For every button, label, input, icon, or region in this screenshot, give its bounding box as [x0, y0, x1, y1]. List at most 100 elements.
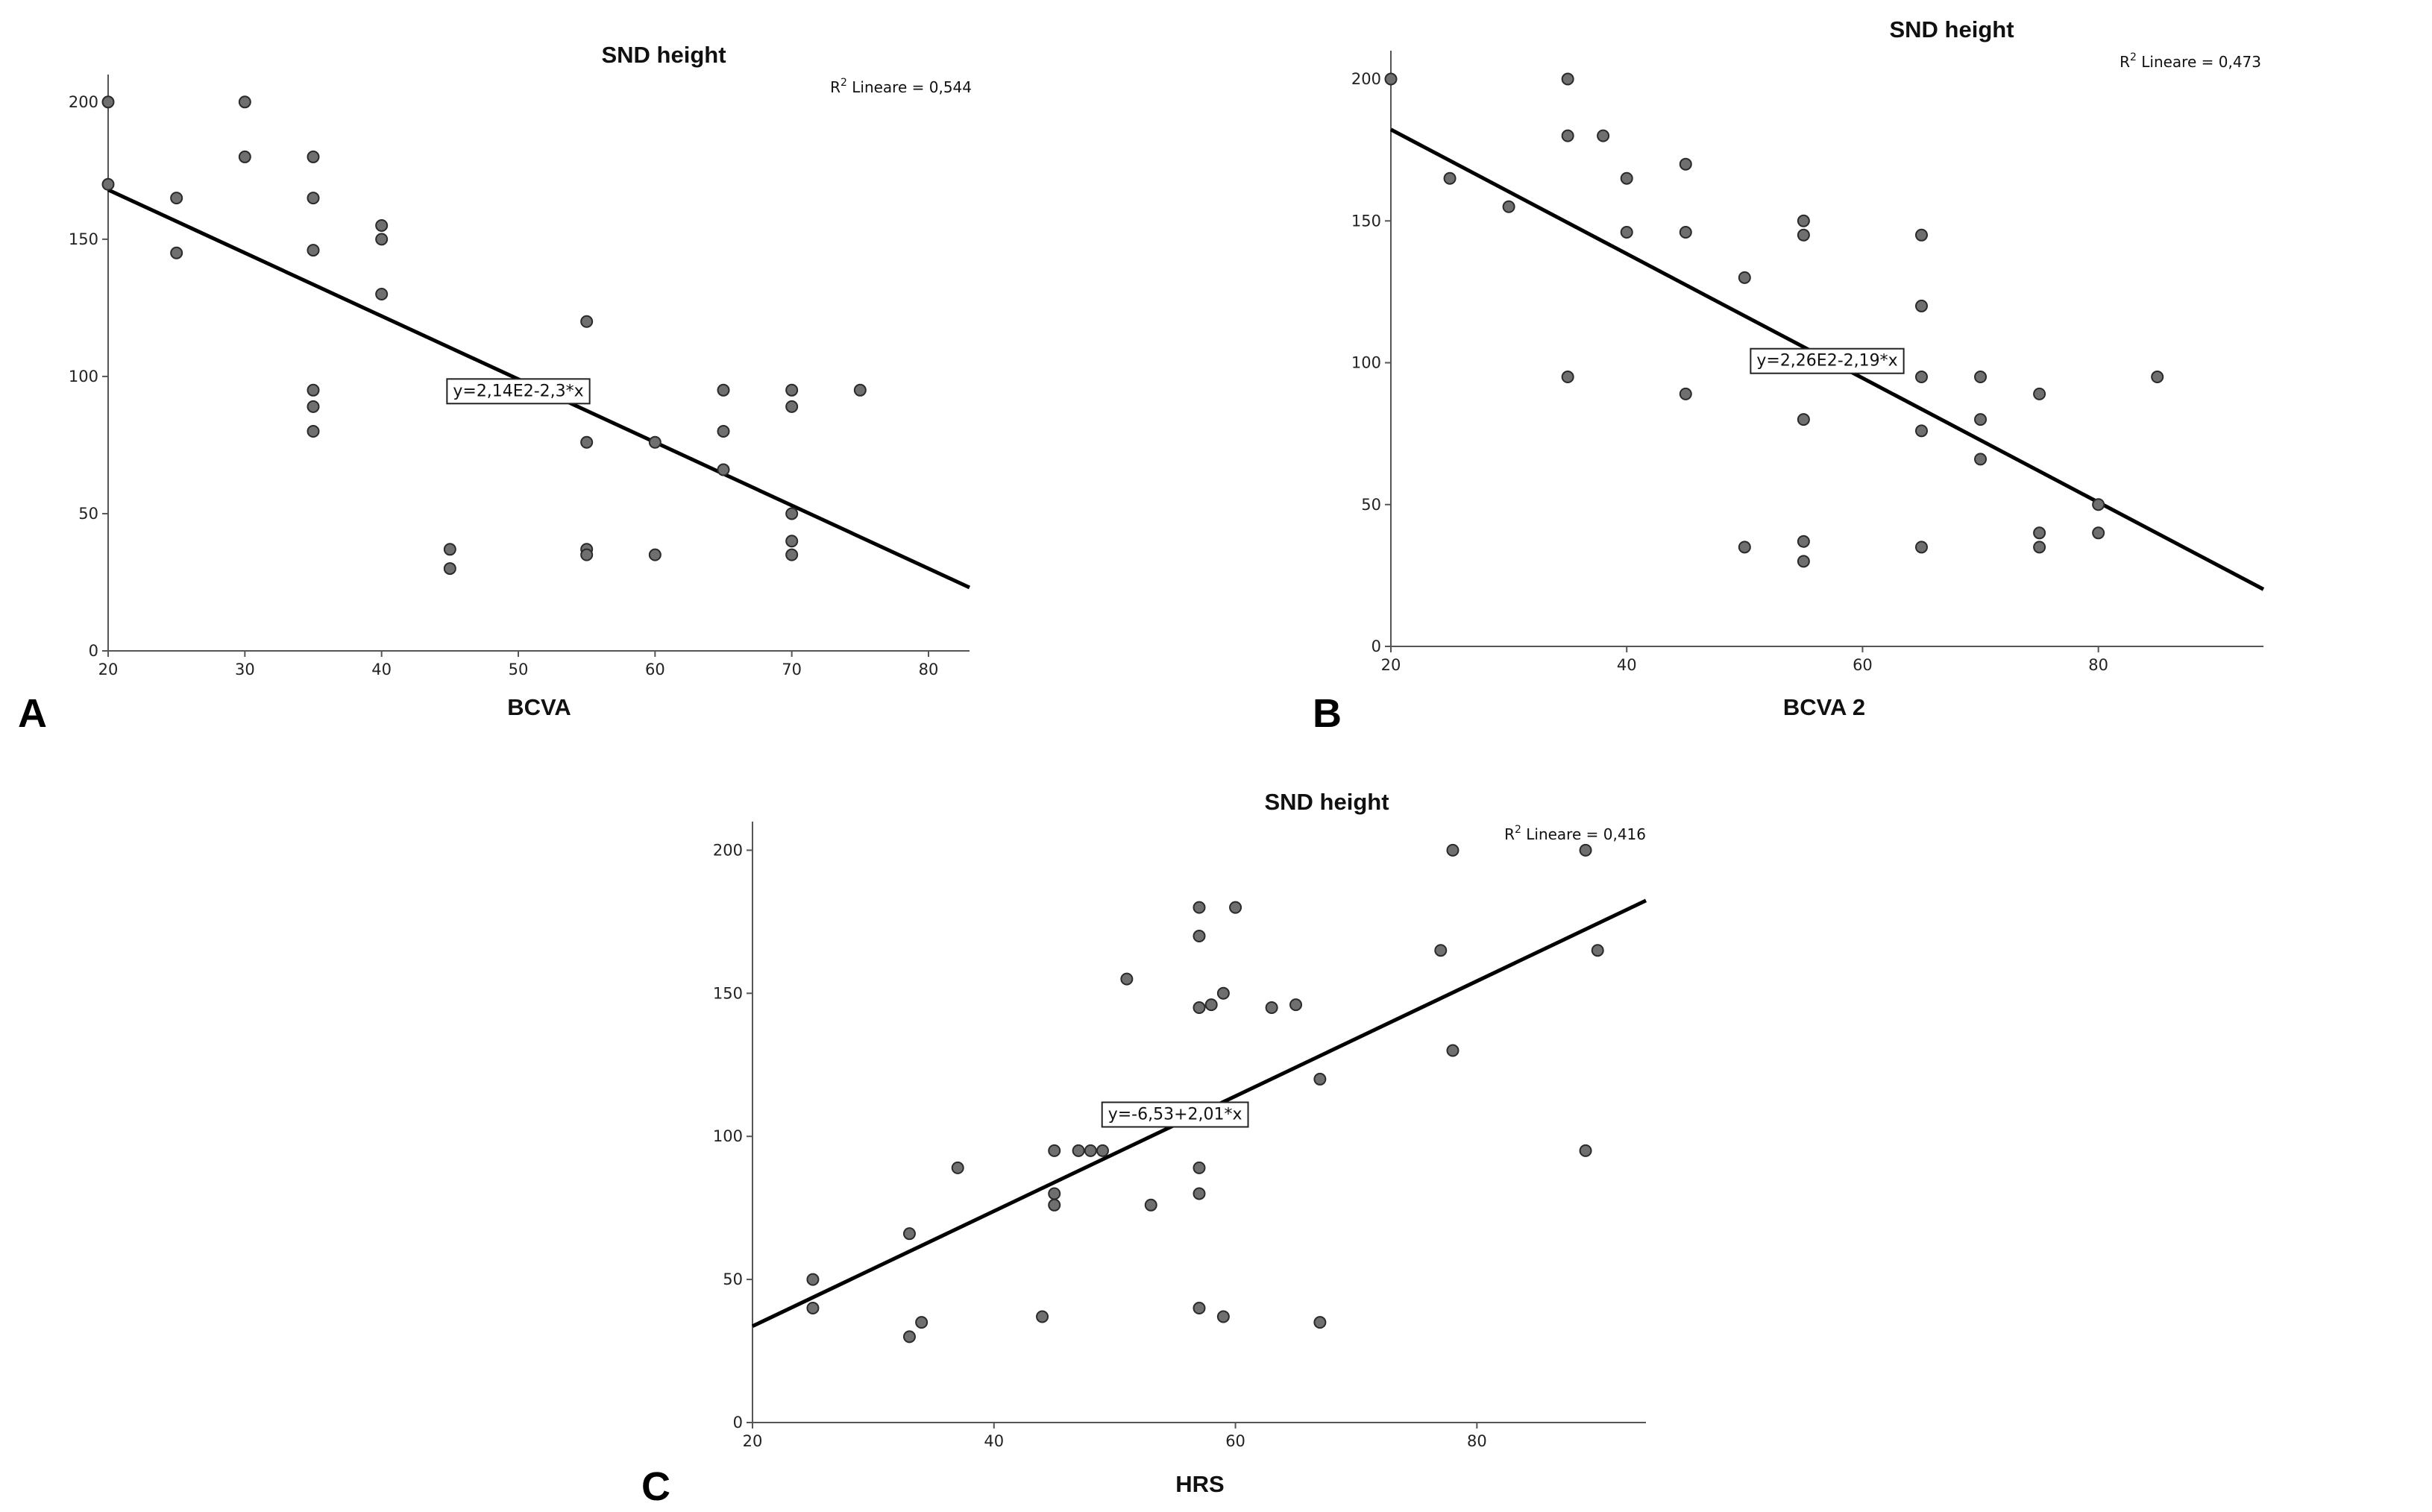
x-tick-label: 60: [645, 661, 665, 678]
y-tick-label: 100: [69, 368, 98, 385]
data-point: [785, 383, 799, 397]
data-point: [1265, 1001, 1278, 1014]
chart-title: SND height: [1264, 789, 1389, 815]
data-point: [1797, 228, 1810, 242]
y-tick-label: 150: [713, 984, 743, 1002]
x-tick-label: 20: [98, 661, 119, 678]
data-point: [1974, 453, 1988, 466]
data-point: [806, 1301, 820, 1314]
data-point: [2092, 526, 2105, 540]
data-point: [1036, 1310, 1049, 1323]
data-point: [238, 95, 251, 109]
data-point: [1914, 299, 1928, 312]
y-tick-label: 0: [89, 642, 98, 660]
data-point: [1443, 171, 1457, 185]
data-point: [785, 400, 799, 413]
x-tick-label: 70: [782, 661, 802, 678]
y-tick-label: 50: [78, 505, 98, 523]
data-point: [170, 246, 183, 259]
data-point: [1204, 998, 1218, 1012]
data-point: [1434, 944, 1448, 957]
chart-title: SND height: [1889, 16, 2014, 42]
y-tick-label: 0: [1371, 637, 1381, 655]
data-point: [1797, 413, 1810, 426]
data-point: [443, 562, 456, 576]
data-point: [1048, 1187, 1061, 1200]
data-point: [717, 425, 730, 438]
data-point: [307, 192, 320, 205]
equation-label: y=2,14E2-2,3*x: [453, 382, 583, 400]
data-point: [648, 548, 662, 561]
data-point: [1120, 972, 1134, 986]
data-point: [375, 233, 389, 246]
data-point: [307, 244, 320, 257]
data-point: [1579, 1144, 1592, 1157]
data-point: [1193, 1001, 1206, 1014]
data-point: [1797, 535, 1810, 548]
data-point: [1216, 1310, 1230, 1323]
panel-letter: A: [18, 691, 47, 736]
x-tick-label: 40: [984, 1432, 1004, 1450]
x-axis-label: BCVA 2: [1783, 694, 1865, 720]
x-tick-label: 40: [1617, 656, 1637, 674]
x-tick-label: 80: [2088, 656, 2108, 674]
data-point: [1974, 371, 1988, 384]
y-tick-label: 200: [1351, 70, 1381, 88]
data-point: [1313, 1072, 1327, 1086]
data-point: [2151, 371, 2164, 384]
data-point: [307, 400, 320, 413]
data-point: [1229, 901, 1242, 914]
data-point: [785, 507, 799, 520]
data-point: [1679, 226, 1692, 239]
data-point: [1084, 1144, 1097, 1157]
data-point: [1096, 1144, 1109, 1157]
y-tick-label: 50: [1361, 496, 1381, 514]
data-point: [853, 383, 867, 397]
data-point: [1446, 843, 1459, 857]
data-point: [1561, 72, 1574, 86]
y-tick-label: 200: [713, 841, 743, 859]
data-point: [1561, 371, 1574, 384]
data-point: [806, 1273, 820, 1286]
data-point: [1216, 986, 1230, 1000]
data-point: [717, 383, 730, 397]
data-point: [1384, 72, 1398, 86]
data-point: [1193, 930, 1206, 943]
r-squared-label: R2 Lineare = 0,544: [830, 77, 972, 96]
data-point: [1579, 843, 1592, 857]
equation-box: [1101, 1101, 1249, 1128]
data-point: [902, 1227, 916, 1241]
data-point: [170, 192, 183, 205]
x-tick-label: 60: [1853, 656, 1873, 674]
chart-title: SND height: [601, 42, 726, 68]
r-squared-label: R2 Lineare = 0,473: [2120, 51, 2261, 71]
data-point: [375, 218, 389, 232]
data-point: [1193, 1187, 1206, 1200]
data-point: [307, 383, 320, 397]
data-point: [2033, 387, 2046, 400]
data-point: [785, 535, 799, 548]
equation-label: y=2,26E2-2,19*x: [1756, 352, 1897, 371]
data-point: [101, 177, 115, 191]
y-tick-label: 100: [1351, 354, 1381, 372]
data-point: [1072, 1144, 1085, 1157]
data-point: [1914, 541, 1928, 554]
data-point: [580, 435, 594, 449]
data-point: [1597, 129, 1610, 142]
x-tick-label: 60: [1225, 1432, 1245, 1450]
data-point: [2033, 526, 2046, 540]
data-point: [1591, 944, 1604, 957]
equation-label: y=-6,53+2,01*x: [1108, 1105, 1242, 1124]
x-tick-label: 50: [509, 661, 529, 678]
x-tick-label: 40: [371, 661, 392, 678]
data-point: [375, 287, 389, 300]
chart-panel-c: 0 50 100 150 200 20 40 60 80 y=-6,53+2,01*x SND he…: [641, 789, 1647, 1509]
data-point: [1561, 129, 1574, 142]
data-point: [1193, 901, 1206, 914]
data-point: [307, 150, 320, 163]
data-point: [1048, 1144, 1061, 1157]
data-point: [1679, 157, 1692, 171]
data-point: [717, 463, 730, 476]
data-point: [1193, 1161, 1206, 1174]
